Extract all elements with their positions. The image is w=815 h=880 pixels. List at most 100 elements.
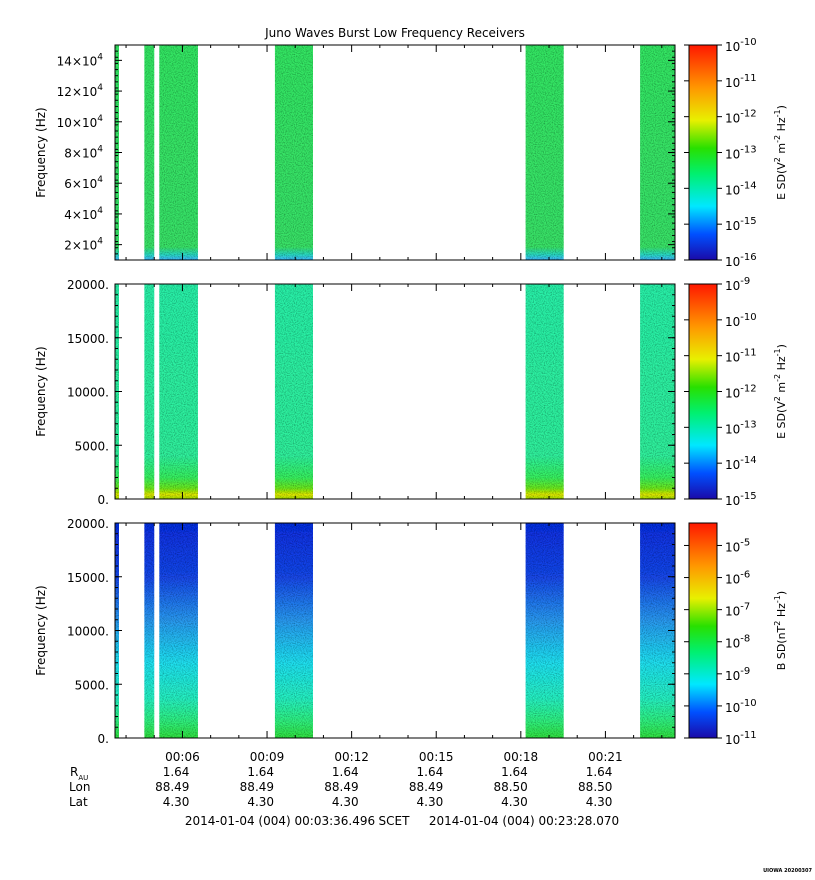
y-tick-label: 10000.	[67, 386, 109, 400]
ephemeris-value: 1.64	[586, 765, 613, 779]
colorbar-tick-label: 10-9	[725, 666, 750, 683]
colorbar-top	[688, 44, 718, 261]
x-tick-label: 00:18	[504, 750, 539, 764]
colorbar-label-top: E SD(V2 m-2 Hz-1)	[773, 105, 788, 200]
x-tick-label: 00:15	[419, 750, 454, 764]
y-tick-label: 4×104	[64, 206, 103, 222]
y-tick-label: 15000.	[67, 571, 109, 585]
burst-block-bottom-3	[159, 523, 198, 738]
x-tick-label: 00:06	[165, 750, 200, 764]
chart-title: Juno Waves Burst Low Frequency Receivers	[264, 26, 525, 40]
ephemeris-value: 88.50	[493, 780, 527, 794]
colorbar-tick-label: 10-5	[725, 537, 750, 554]
colorbar-tick-label: 10-15	[725, 216, 757, 233]
burst-block-top-5	[525, 45, 564, 260]
colorbar-tick-label: 10-10	[725, 698, 757, 715]
colorbar-tick-label: 10-16	[725, 252, 757, 269]
panel-bottom: 0. 5000. 10000. 15000. 20000. Frequency (Hz) 1…	[34, 517, 788, 747]
colorbar-tick-label: 10-8	[725, 634, 750, 651]
colorbar-tick-label: 10-13	[725, 145, 757, 162]
burst-block-top-2	[144, 45, 155, 260]
time-range-end: 2014-01-04 (004) 00:23:28.070	[429, 814, 619, 828]
y-tick-label: 6×104	[64, 175, 103, 191]
panels: 2×104 4×104 6×104 8×104 10×104 12×104 14×104 Fr…	[34, 37, 788, 747]
ephemeris-value: 4.30	[332, 795, 359, 809]
ephemeris-label: Lon	[69, 780, 90, 794]
y-axis-label-middle: Frequency (Hz)	[34, 346, 48, 437]
colorbar-tick-label: 10-7	[725, 602, 750, 619]
colorbar-tick-label: 10-15	[725, 491, 757, 508]
ephemeris-value: 1.64	[332, 765, 359, 779]
ephemeris-value: 1.64	[163, 765, 190, 779]
colorbar-tick-label: 10-13	[725, 419, 757, 436]
burst-block-top-3	[159, 45, 198, 260]
y-tick-label: 0.	[98, 732, 109, 746]
colorbar-bottom	[688, 522, 718, 739]
ephemeris-label: Lat	[69, 795, 88, 809]
burst-block-bottom-5	[525, 523, 564, 738]
colorbar-tick-label: 10-6	[725, 570, 750, 587]
y-tick-label: 5000.	[75, 678, 109, 692]
colorbar-tick-label: 10-14	[725, 455, 757, 472]
ephemeris-value: 4.30	[163, 795, 190, 809]
panel-frame-middle	[114, 283, 676, 500]
colorbar-tick-label: 10-12	[725, 109, 757, 126]
y-tick-label: 10000.	[67, 625, 109, 639]
y-tick-label: 12×104	[57, 83, 104, 99]
y-tick-label: 20000.	[67, 517, 109, 531]
panel-frame-bottom	[114, 522, 676, 739]
ephemeris-value: 1.64	[417, 765, 444, 779]
colorbar-label-middle: E SD(V2 m-2 Hz-1)	[773, 344, 788, 439]
credit-stamp: UIOWA 20200307	[763, 868, 812, 874]
burst-block-middle-5	[525, 284, 564, 499]
x-tick-label: 00:12	[334, 750, 369, 764]
y-tick-label: 0.	[98, 493, 109, 507]
x-tick-label: 00:21	[588, 750, 623, 764]
y-axis-label-bottom: Frequency (Hz)	[34, 585, 48, 676]
ephemeris-value: 88.49	[324, 780, 358, 794]
y-tick-label: 10×104	[57, 114, 104, 130]
colorbar-tick-label: 10-11	[725, 348, 757, 365]
burst-block-middle-4	[274, 284, 313, 499]
ephemeris-value: 4.30	[586, 795, 613, 809]
y-axis-label-top: Frequency (Hz)	[34, 107, 48, 198]
colorbar-tick-label: 10-11	[725, 730, 757, 747]
ephemeris-value: 88.49	[240, 780, 274, 794]
burst-block-middle-3	[159, 284, 198, 499]
colorbar-middle	[688, 283, 718, 500]
burst-block-bottom-4	[274, 523, 313, 738]
ephemeris-value: 88.50	[578, 780, 612, 794]
panel-frame-top	[114, 44, 676, 261]
colorbar-label-bottom: B SD(nT2 Hz-1)	[773, 591, 788, 670]
colorbar-tick-label: 10-9	[725, 276, 750, 293]
ephemeris-value: 88.49	[155, 780, 189, 794]
y-tick-label: 2×104	[64, 237, 103, 253]
y-tick-label: 14×104	[57, 52, 104, 68]
colorbar-tick-label: 10-11	[725, 73, 757, 90]
y-tick-label: 20000.	[67, 278, 109, 292]
ephemeris-value: 1.64	[501, 765, 528, 779]
burst-block-top-4	[274, 45, 313, 260]
burst-block-middle-2	[144, 284, 155, 499]
ephemeris-value: 4.30	[501, 795, 528, 809]
ephemeris-value: 1.64	[247, 765, 274, 779]
time-range-frame: SCET	[379, 814, 411, 828]
panel-middle: 0. 5000. 10000. 15000. 20000. Frequency (Hz) 1…	[34, 276, 788, 508]
time-range-start: 2014-01-04 (004) 00:03:36.496	[185, 814, 375, 828]
burst-block-bottom-2	[144, 523, 155, 738]
ephemeris-value: 88.49	[409, 780, 443, 794]
y-tick-label: 5000.	[75, 439, 109, 453]
colorbar-tick-label: 10-12	[725, 384, 757, 401]
x-tick-label: 00:09	[250, 750, 285, 764]
panel-top: 2×104 4×104 6×104 8×104 10×104 12×104 14×104 Fr…	[34, 37, 788, 269]
colorbar-tick-label: 10-14	[725, 180, 757, 197]
ephemeris-value: 4.30	[247, 795, 274, 809]
y-tick-label: 8×104	[64, 145, 103, 161]
colorbar-tick-label: 10-10	[725, 37, 757, 54]
ephemeris-value: 4.30	[417, 795, 444, 809]
colorbar-tick-label: 10-10	[725, 312, 757, 329]
time-axis-labels: 00:06 00:09 00:12 00:15 00:18 00:21	[165, 750, 623, 764]
y-tick-label: 15000.	[67, 332, 109, 346]
